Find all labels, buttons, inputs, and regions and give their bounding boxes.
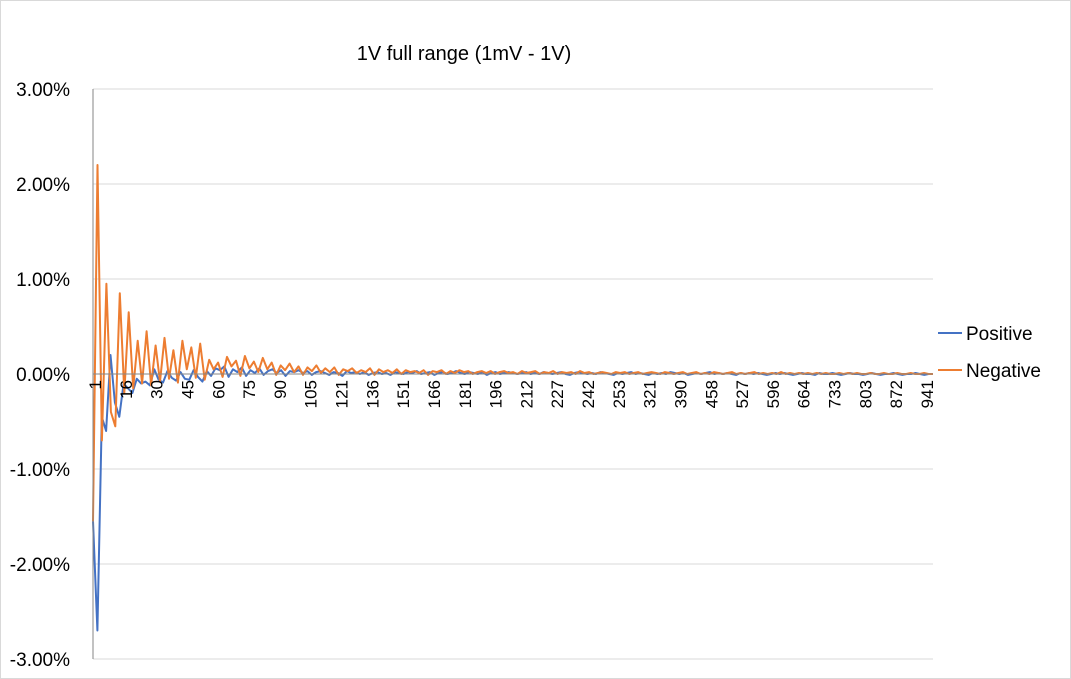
x-tick-label: 151 — [394, 380, 413, 408]
series-line-negative — [92, 164, 933, 522]
x-tick-label: 527 — [733, 380, 752, 408]
x-tick-label: 60 — [209, 380, 228, 399]
y-axis-tick-labels: 3.00% 2.00% 1.00% 0.00% -1.00% -2.00% -3.00% — [10, 80, 70, 671]
y-tick-label: -2.00% — [10, 555, 70, 576]
x-tick-label: 458 — [702, 380, 721, 408]
x-tick-label: 121 — [333, 380, 352, 408]
x-tick-label: 872 — [887, 380, 906, 408]
x-tick-label: 136 — [363, 380, 382, 408]
gridlines — [93, 88, 933, 660]
x-tick-label: 664 — [795, 380, 814, 408]
x-tick-label: 596 — [764, 380, 783, 408]
x-tick-label: 242 — [579, 380, 598, 408]
x-tick-label: 166 — [425, 380, 444, 408]
y-tick-label: -3.00% — [10, 650, 70, 671]
x-tick-label: 733 — [826, 380, 845, 408]
x-tick-label: 181 — [456, 380, 475, 408]
x-tick-label: 1 — [86, 380, 105, 389]
y-tick-label: -1.00% — [10, 460, 70, 481]
legend: Positive Negative — [938, 324, 1041, 382]
x-tick-label: 196 — [487, 380, 506, 408]
legend-label-negative: Negative — [966, 361, 1041, 382]
x-tick-label: 390 — [671, 380, 690, 408]
y-tick-label: 1.00% — [16, 270, 70, 291]
y-tick-label: 0.00% — [16, 365, 70, 386]
x-tick-label: 212 — [517, 380, 536, 408]
y-tick-label: 2.00% — [16, 175, 70, 196]
chart-title: 1V full range (1mV - 1V) — [357, 43, 572, 65]
x-tick-label: 941 — [918, 380, 937, 408]
x-tick-label: 75 — [240, 380, 259, 399]
x-tick-label: 253 — [610, 380, 629, 408]
y-tick-label: 3.00% — [16, 80, 70, 101]
x-tick-label: 803 — [856, 380, 875, 408]
x-tick-label: 16 — [117, 380, 136, 399]
x-tick-label: 90 — [271, 380, 290, 399]
x-tick-label: 321 — [641, 380, 660, 408]
x-tick-label: 105 — [302, 380, 321, 408]
x-tick-label: 30 — [148, 380, 167, 399]
x-tick-label: 45 — [178, 380, 197, 399]
x-axis-tick-labels: 1 16 30 45 60 75 90 105 121 136 151 166 181 196 212 227… — [86, 380, 937, 408]
x-tick-label: 227 — [548, 380, 567, 408]
legend-label-positive: Positive — [966, 324, 1033, 345]
